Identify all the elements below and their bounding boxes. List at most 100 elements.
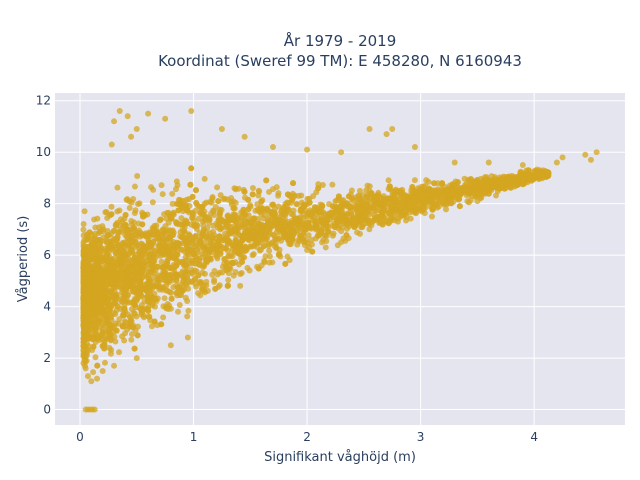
scatter-point — [167, 342, 174, 349]
scatter-point — [303, 213, 310, 220]
scatter-point — [286, 230, 293, 237]
scatter-point — [201, 175, 208, 182]
scatter-point — [371, 211, 378, 218]
scatter-point — [133, 285, 140, 292]
scatter-point — [288, 210, 295, 217]
scatter-point — [131, 183, 138, 190]
scatter-point — [213, 220, 220, 227]
scatter-point — [461, 186, 468, 193]
scatter-point — [88, 311, 95, 318]
scatter-point — [412, 210, 419, 217]
scatter-point — [116, 108, 123, 115]
scatter-point — [289, 196, 296, 203]
scatter-point — [268, 217, 275, 224]
scatter-point — [125, 283, 132, 290]
scatter-point — [266, 253, 273, 260]
scatter-point — [111, 118, 118, 125]
scatter-point — [467, 176, 474, 183]
scatter-point — [154, 229, 161, 236]
scatter-point — [126, 271, 133, 278]
scatter-point — [469, 184, 476, 191]
scatter-point — [249, 185, 256, 192]
scatter-point — [171, 264, 178, 271]
scatter-point — [146, 299, 153, 306]
scatter-point — [103, 209, 110, 216]
scatter-point — [172, 186, 179, 193]
scatter-point — [228, 259, 235, 266]
scatter-point — [105, 296, 112, 303]
scatter-point — [129, 331, 136, 338]
scatter-point — [157, 216, 164, 223]
scatter-point — [80, 337, 87, 344]
scatter-point — [216, 210, 223, 217]
scatter-point — [102, 312, 109, 319]
scatter-point — [421, 202, 428, 209]
scatter-point — [232, 269, 239, 276]
scatter-point — [381, 199, 388, 206]
scatter-point — [264, 205, 271, 212]
scatter-point — [170, 255, 177, 262]
scatter-point — [180, 262, 187, 268]
scatter-point — [370, 217, 377, 224]
scatter-point — [149, 231, 156, 238]
scatter-point — [164, 257, 171, 264]
scatter-point — [207, 247, 214, 254]
scatter-point — [93, 284, 100, 291]
scatter-point — [411, 177, 418, 184]
scatter-points — [80, 108, 600, 413]
scatter-point — [300, 225, 307, 232]
scatter-point — [249, 191, 256, 198]
scatter-point — [81, 319, 88, 326]
scatter-point — [356, 187, 363, 194]
scatter-point — [92, 354, 99, 361]
scatter-point — [111, 362, 118, 369]
scatter-point — [255, 192, 262, 199]
scatter-point — [192, 233, 199, 240]
scatter-point — [116, 316, 123, 323]
scatter-point — [420, 189, 427, 196]
scatter-point — [152, 247, 159, 254]
scatter-point — [297, 232, 304, 239]
scatter-point — [132, 274, 139, 281]
scatter-point — [179, 288, 186, 295]
scatter-point — [250, 251, 257, 258]
scatter-point — [290, 180, 297, 187]
scatter-point — [104, 271, 111, 278]
scatter-point — [119, 323, 126, 330]
scatter-point — [329, 232, 336, 239]
scatter-point — [536, 167, 543, 174]
scatter-point — [306, 199, 313, 206]
scatter-point — [358, 203, 365, 210]
scatter-point — [80, 220, 87, 227]
scatter-point — [318, 227, 325, 234]
scatter-point — [94, 320, 101, 327]
scatter-point — [239, 220, 246, 227]
scatter-point — [108, 141, 115, 148]
scatter-point — [439, 180, 446, 187]
y-tick-label: 8 — [43, 197, 51, 211]
scatter-point — [107, 259, 114, 266]
scatter-point — [179, 268, 186, 275]
x-tick-label: 0 — [76, 430, 84, 444]
scatter-point — [282, 260, 289, 267]
scatter-point — [185, 307, 192, 314]
scatter-point — [474, 198, 481, 205]
scatter-point — [497, 185, 504, 192]
scatter-point — [272, 236, 279, 243]
scatter-point — [176, 200, 183, 207]
scatter-point — [454, 191, 461, 198]
scatter-point — [127, 245, 134, 252]
scatter-point — [120, 312, 127, 319]
scatter-point — [482, 182, 489, 188]
scatter-point — [125, 258, 132, 265]
scatter-point — [88, 320, 95, 327]
scatter-point — [449, 181, 456, 188]
scatter-point — [162, 272, 169, 279]
scatter-point — [99, 367, 106, 374]
scatter-point — [115, 303, 122, 310]
scatter-point — [119, 274, 126, 281]
scatter-point — [184, 298, 191, 305]
chart-title-line2: Koordinat (Sweref 99 TM): E 458280, N 61… — [158, 52, 522, 70]
scatter-point — [354, 229, 361, 236]
scatter-point — [174, 242, 181, 249]
